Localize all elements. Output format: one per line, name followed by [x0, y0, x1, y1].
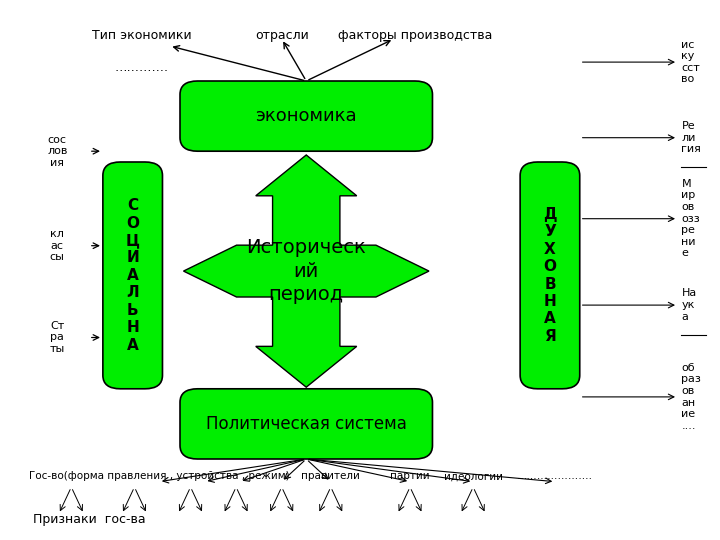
Text: партии: партии: [390, 471, 430, 481]
Text: правители: правители: [302, 471, 360, 481]
Text: об
раз
ов
ан
ие
....: об раз ов ан ие ....: [681, 363, 701, 431]
Text: ………………….: ………………….: [517, 471, 593, 481]
Text: кл
ас
сы: кл ас сы: [50, 229, 65, 262]
FancyBboxPatch shape: [180, 389, 433, 459]
Text: ………….: ………….: [114, 61, 168, 74]
Text: Гос-во(форма правления , устройства , режим): Гос-во(форма правления , устройства , ре…: [29, 471, 289, 481]
Text: Историческ
ий
период: Историческ ий период: [246, 238, 366, 304]
Text: На
ук
а: На ук а: [681, 288, 697, 322]
Text: факторы производства: факторы производства: [338, 29, 492, 42]
FancyBboxPatch shape: [103, 162, 163, 389]
Polygon shape: [184, 155, 429, 387]
Text: экономика: экономика: [256, 107, 357, 125]
Text: Политическая система: Политическая система: [206, 415, 407, 433]
Text: Тип экономики: Тип экономики: [91, 29, 192, 42]
Text: Ст
ра
ты: Ст ра ты: [50, 321, 65, 354]
FancyBboxPatch shape: [520, 162, 580, 389]
Text: С
О
Ц
И
А
Л
Ь
Н
А: С О Ц И А Л Ь Н А: [126, 198, 140, 353]
Text: сос
лов
ия: сос лов ия: [47, 134, 68, 168]
Text: Д
У
Х
О
В
Н
А
Я: Д У Х О В Н А Я: [543, 207, 557, 344]
Text: отрасли: отрасли: [255, 29, 309, 42]
Text: идеологии: идеологии: [444, 471, 503, 481]
Text: Признаки  гос-ва: Признаки гос-ва: [32, 513, 145, 526]
FancyBboxPatch shape: [180, 81, 433, 151]
Text: ис
ку
сст
во: ис ку сст во: [681, 40, 700, 84]
Text: М
ир
ов
озз
ре
ни
е: М ир ов озз ре ни е: [681, 179, 700, 259]
Text: Ре
ли
гия: Ре ли гия: [681, 121, 701, 154]
